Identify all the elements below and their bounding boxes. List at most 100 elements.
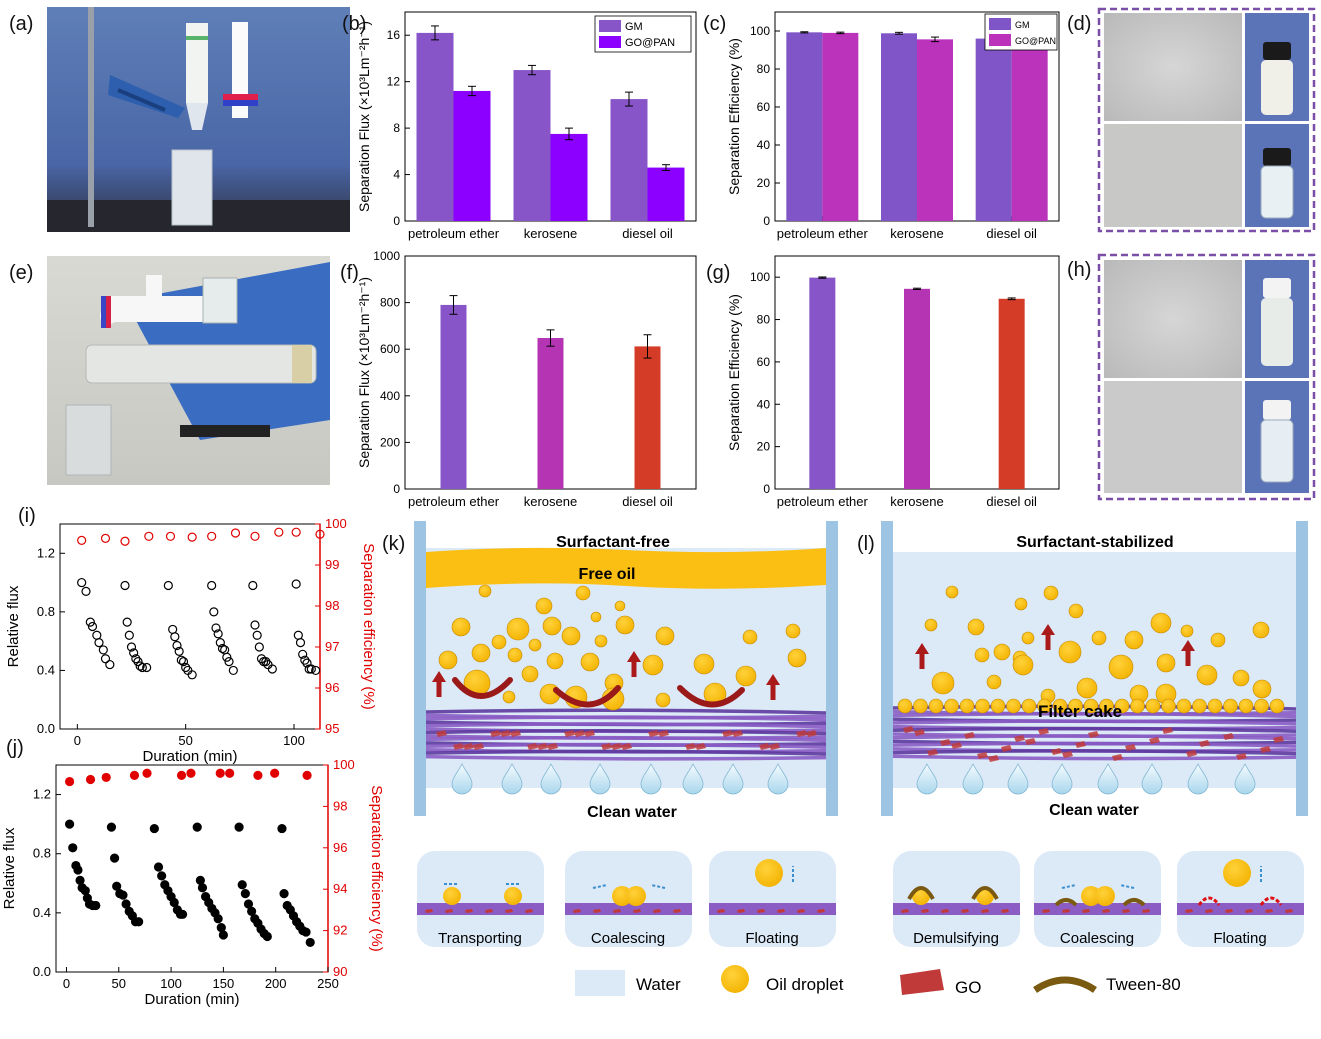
y-tick-label: 800 bbox=[380, 296, 400, 310]
go-sheet bbox=[573, 909, 581, 913]
go-sheet bbox=[465, 909, 473, 913]
y2-tick-label: 97 bbox=[325, 639, 339, 654]
flux-point bbox=[217, 643, 228, 654]
bar bbox=[453, 90, 491, 221]
y2-tick-label: 94 bbox=[333, 881, 347, 896]
oil-droplet bbox=[655, 626, 675, 646]
flux-point bbox=[306, 664, 316, 674]
oil-droplet bbox=[1099, 698, 1114, 714]
bar bbox=[998, 298, 1025, 489]
flux-point bbox=[121, 899, 131, 909]
legend-go: GO bbox=[955, 978, 981, 997]
panel-label-j: (j) bbox=[6, 737, 24, 759]
flux-point bbox=[137, 662, 147, 673]
flux-point bbox=[106, 822, 117, 832]
flux-point bbox=[311, 665, 321, 676]
flux-point bbox=[279, 889, 289, 899]
schematic-k bbox=[414, 521, 838, 816]
efficiency-point bbox=[100, 533, 111, 543]
bar bbox=[416, 32, 454, 222]
flux-point bbox=[176, 655, 186, 665]
y2-axis-label: Separation efficiency (%) bbox=[368, 785, 385, 951]
go-sheet bbox=[777, 909, 785, 913]
flux-point bbox=[81, 586, 91, 596]
y-tick-label: 16 bbox=[387, 28, 401, 42]
flux-point bbox=[174, 646, 184, 656]
go-sheet bbox=[633, 909, 641, 913]
oil-droplet bbox=[1150, 612, 1172, 634]
legend-oil: Oil droplet bbox=[766, 975, 844, 994]
go-sheet bbox=[1042, 909, 1050, 913]
flux-point bbox=[252, 630, 262, 640]
efficiency-point bbox=[253, 770, 263, 780]
efficiency-point bbox=[270, 768, 280, 778]
go-sheet bbox=[500, 730, 511, 737]
oil-droplet bbox=[1095, 886, 1115, 906]
go-sheet bbox=[1162, 727, 1173, 734]
flux-point bbox=[195, 875, 205, 885]
legend-label: GO@PAN bbox=[625, 37, 675, 49]
x-tick-label: 0 bbox=[74, 733, 81, 748]
oil-droplet bbox=[1232, 669, 1250, 687]
y-tick-label: 40 bbox=[757, 138, 771, 152]
flux-point bbox=[149, 823, 159, 834]
bar bbox=[634, 346, 661, 489]
oil-droplet bbox=[1083, 698, 1099, 714]
oil-droplet bbox=[561, 626, 581, 646]
fiber bbox=[892, 711, 1297, 719]
oil-droplet bbox=[1043, 585, 1059, 601]
arrow bbox=[1061, 884, 1077, 889]
photo-e bbox=[47, 256, 330, 485]
efficiency-point bbox=[274, 527, 284, 537]
y-tick-label: 100 bbox=[750, 24, 770, 38]
go-sheet bbox=[490, 730, 501, 737]
panel-label-b: (b) bbox=[342, 13, 366, 35]
x-tick-label: petroleum ether bbox=[777, 226, 869, 241]
flux-point bbox=[250, 620, 260, 630]
x-tick-label: petroleum ether bbox=[408, 226, 500, 241]
y2-tick-label: 96 bbox=[333, 840, 347, 855]
oil-droplet bbox=[478, 584, 492, 598]
go-sheet bbox=[1038, 728, 1049, 735]
go-sheet bbox=[977, 752, 988, 759]
go-sheet bbox=[1062, 751, 1073, 758]
x-tick-label: 200 bbox=[265, 976, 287, 991]
bar bbox=[610, 99, 648, 221]
fiber bbox=[425, 708, 827, 715]
go-sheet bbox=[1260, 746, 1271, 753]
panel-label-a: (a) bbox=[9, 13, 33, 35]
oil-droplet bbox=[615, 615, 635, 635]
go-sheet bbox=[951, 742, 962, 749]
efficiency-point bbox=[101, 772, 111, 783]
tween-80-icon bbox=[971, 886, 999, 901]
go-sheet bbox=[903, 726, 914, 733]
arrow bbox=[592, 884, 608, 889]
tween-80-icon bbox=[907, 886, 935, 901]
go-sheet bbox=[564, 730, 575, 737]
k-title: Surfactant-free bbox=[556, 534, 670, 551]
oil-droplet bbox=[986, 674, 1002, 690]
go-sheet bbox=[1062, 909, 1070, 913]
oil-droplet bbox=[1021, 631, 1035, 645]
y2-tick-label: 99 bbox=[325, 557, 339, 572]
go-sheet bbox=[796, 730, 807, 737]
x-tick-label: 250 bbox=[317, 976, 339, 991]
oil-droplet bbox=[1076, 677, 1098, 699]
step-bg bbox=[1177, 851, 1304, 947]
step-box: Floating bbox=[1177, 851, 1304, 947]
go-sheet bbox=[1149, 737, 1160, 744]
tween-80-icon bbox=[1197, 896, 1221, 906]
oil-droplet bbox=[974, 647, 990, 663]
go-sheet bbox=[673, 909, 681, 913]
flux-point bbox=[213, 629, 223, 639]
oil-droplet bbox=[1196, 664, 1218, 686]
go-sheet bbox=[658, 730, 669, 737]
go-sheet bbox=[1001, 909, 1009, 913]
oil-droplet bbox=[1052, 698, 1068, 714]
go-sheet bbox=[505, 909, 513, 913]
flux-point bbox=[240, 889, 250, 899]
panel-label-d: (d) bbox=[1067, 13, 1091, 35]
y2-tick-label: 92 bbox=[333, 923, 347, 938]
flux-point bbox=[77, 577, 87, 588]
oil-droplet bbox=[959, 698, 975, 714]
